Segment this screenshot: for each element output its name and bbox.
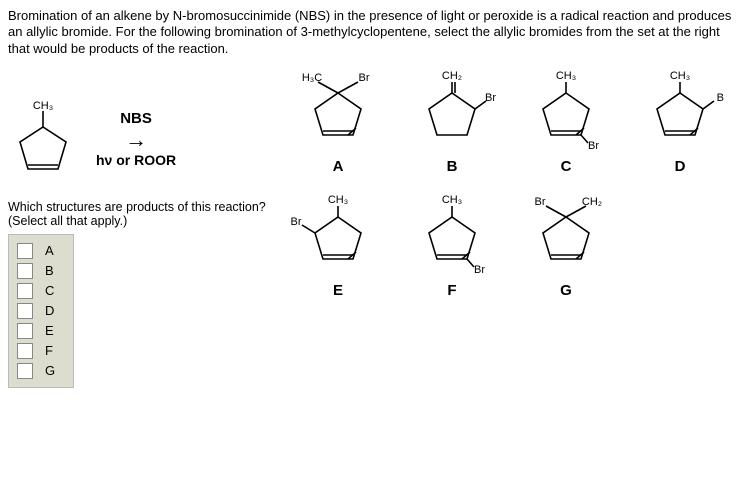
structure-g: BrCH₂ G — [516, 193, 616, 299]
structure-label: C — [561, 158, 572, 175]
structure-f: CH₃ Br F — [402, 193, 502, 299]
checkbox-c[interactable] — [17, 283, 33, 299]
structure-d: CH₃ B D — [630, 69, 730, 175]
option-label: F — [45, 343, 53, 358]
question-text: Bromination of an alkene by N-bromosucci… — [8, 8, 739, 57]
structure-label: B — [447, 158, 458, 175]
svg-text:CH₃: CH₃ — [328, 194, 348, 206]
answer-option-c[interactable]: C — [17, 281, 55, 301]
structure-c: CH₃ Br C — [516, 69, 616, 175]
structure-label: D — [675, 158, 686, 175]
checkbox-d[interactable] — [17, 303, 33, 319]
option-label: A — [45, 243, 54, 258]
svg-text:Br: Br — [359, 72, 370, 84]
svg-text:CH₃: CH₃ — [670, 70, 690, 82]
structure-label: G — [560, 282, 572, 299]
answer-option-f[interactable]: F — [17, 341, 55, 361]
answer-box: ABCDEFG — [8, 234, 74, 388]
option-label: G — [45, 363, 55, 378]
answer-option-a[interactable]: A — [17, 241, 55, 261]
structure-b: CH₂ Br B — [402, 69, 502, 175]
svg-text:Br: Br — [535, 196, 546, 208]
svg-text:Br: Br — [588, 140, 599, 152]
option-label: E — [45, 323, 54, 338]
sub-question: Which structures are products of this re… — [8, 200, 268, 228]
svg-text:CH₃: CH₃ — [556, 70, 576, 82]
option-label: C — [45, 283, 54, 298]
reaction-conditions: NBS → hν or ROOR — [96, 110, 176, 168]
svg-text:Br: Br — [291, 216, 302, 228]
reagent-nbs: NBS — [120, 110, 152, 127]
structure-e: CH₃ Br E — [288, 193, 388, 299]
left-column: CH₃ NBS → hν or ROOR Which structures ar… — [8, 69, 268, 388]
reagent-hv: hν or ROOR — [96, 152, 176, 168]
answer-option-e[interactable]: E — [17, 321, 55, 341]
reaction-scheme: CH₃ NBS → hν or ROOR — [8, 97, 268, 182]
checkbox-a[interactable] — [17, 243, 33, 259]
option-label: B — [45, 263, 54, 278]
structure-a: H₃CBr A — [288, 69, 388, 175]
structure-label: E — [333, 282, 343, 299]
reaction-arrow-icon: → — [125, 133, 147, 146]
svg-text:CH₃: CH₃ — [442, 194, 462, 206]
svg-text:CH₂: CH₂ — [442, 70, 462, 82]
checkbox-f[interactable] — [17, 343, 33, 359]
option-label: D — [45, 303, 54, 318]
answer-option-b[interactable]: B — [17, 261, 55, 281]
svg-text:Br: Br — [474, 264, 485, 276]
right-column: H₃CBr A CH₂ Br B CH₃ Br C CH₃ B D CH₃ Br E C… — [288, 69, 739, 388]
svg-text:Br: Br — [485, 92, 496, 104]
cyclopentene-methyl-icon: CH₃ — [8, 97, 78, 182]
svg-text:B: B — [717, 92, 724, 104]
structure-row-2: CH₃ Br E CH₃ Br F BrCH₂ G — [288, 193, 739, 299]
checkbox-e[interactable] — [17, 323, 33, 339]
structure-label: F — [447, 282, 456, 299]
starting-material: CH₃ — [8, 97, 78, 182]
checkbox-b[interactable] — [17, 263, 33, 279]
structure-row-1: H₃CBr A CH₂ Br B CH₃ Br C CH₃ B D — [288, 69, 739, 175]
content-area: CH₃ NBS → hν or ROOR Which structures ar… — [8, 69, 739, 388]
checkbox-g[interactable] — [17, 363, 33, 379]
structure-label: A — [333, 158, 344, 175]
answer-option-d[interactable]: D — [17, 301, 55, 321]
answer-option-g[interactable]: G — [17, 361, 55, 381]
methyl-label: CH₃ — [33, 100, 53, 112]
